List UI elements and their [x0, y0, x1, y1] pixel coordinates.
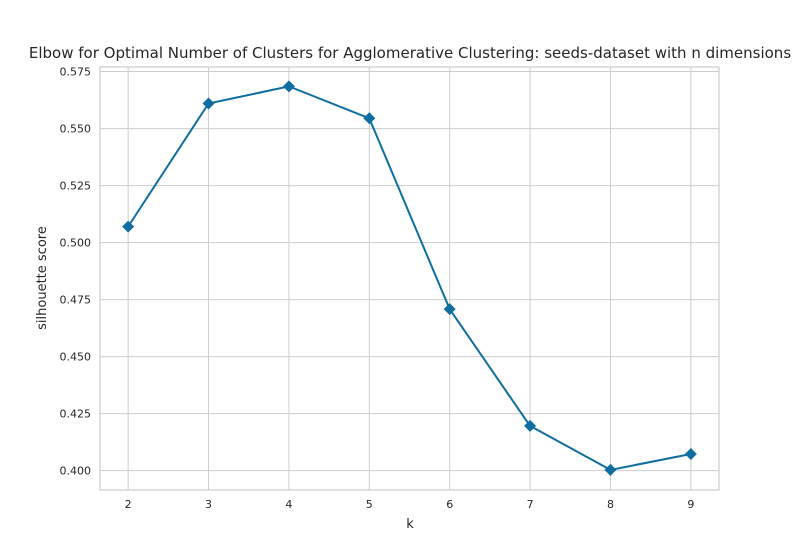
series-line — [127, 85, 692, 471]
y-tick-label: 0.475 — [60, 294, 92, 307]
data-point-marker — [363, 112, 376, 125]
x-axis-label: k — [406, 517, 414, 532]
data-point-marker — [122, 220, 135, 233]
x-tick-label: 2 — [125, 498, 132, 511]
data-point-marker — [604, 463, 617, 476]
x-tick-label: 9 — [687, 498, 694, 511]
y-tick-label: 0.550 — [60, 123, 92, 136]
x-tick-label: 6 — [446, 498, 453, 511]
x-tick-labels: 2 3 4 5 6 7 8 9 — [125, 498, 695, 511]
x-tick-label: 8 — [607, 498, 614, 511]
y-tick-label: 0.525 — [60, 180, 92, 193]
marker-group — [122, 80, 697, 476]
x-tick-label: 7 — [527, 498, 534, 511]
data-point-marker — [202, 97, 215, 110]
y-tick-label: 0.575 — [60, 66, 92, 79]
chart-title: Elbow for Optimal Number of Clusters for… — [29, 44, 791, 62]
y-axis-label: silhouette score — [35, 226, 50, 330]
data-point-marker — [524, 419, 537, 432]
data-point-marker — [443, 303, 456, 316]
data-point-marker — [282, 80, 295, 93]
x-tick-label: 5 — [366, 498, 373, 511]
y-tick-label: 0.450 — [60, 351, 92, 364]
grid — [100, 67, 719, 490]
y-tick-labels: 0.400 0.425 0.450 0.475 0.500 0.525 0.550 0.575 — [60, 66, 92, 478]
x-tick-label: 3 — [205, 498, 212, 511]
series-line-group — [127, 85, 692, 471]
y-tick-label: 0.425 — [60, 408, 92, 421]
data-point-marker — [684, 447, 697, 460]
y-tick-label: 0.500 — [60, 237, 92, 250]
y-tick-label: 0.400 — [60, 465, 92, 478]
x-tick-label: 4 — [285, 498, 292, 511]
plot-frame — [99, 66, 720, 491]
